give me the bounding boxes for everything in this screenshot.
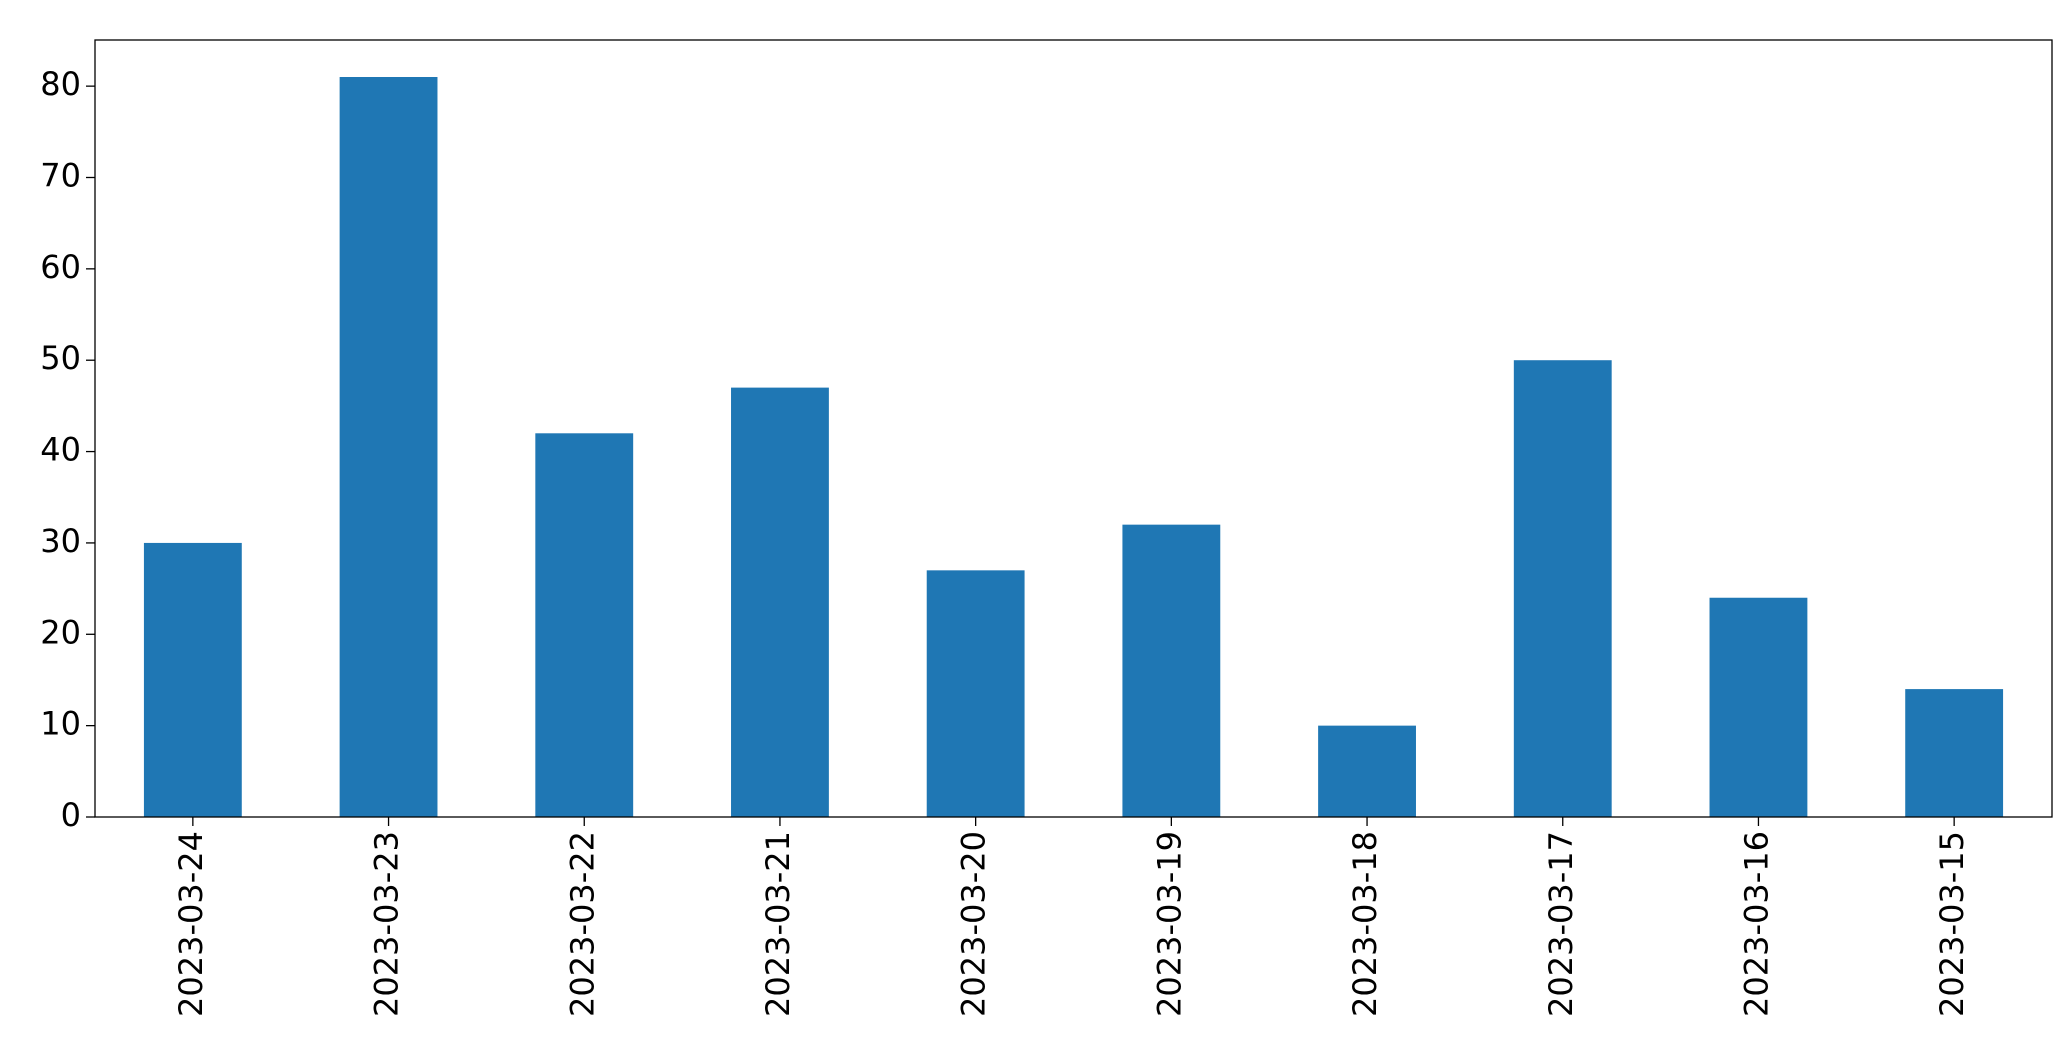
x-tick-label: 2023-03-22 <box>563 831 601 1017</box>
bar <box>1513 360 1612 817</box>
y-tick-label: 10 <box>40 705 81 743</box>
bar <box>1709 597 1808 817</box>
y-tick-label: 20 <box>40 613 81 651</box>
x-tick-label: 2023-03-20 <box>955 831 993 1017</box>
bar <box>731 387 829 817</box>
bar <box>143 542 242 817</box>
x-tick-label: 2023-03-16 <box>1737 831 1775 1017</box>
bar <box>535 433 634 817</box>
bar <box>339 77 438 817</box>
x-tick-label: 2023-03-15 <box>1933 831 1971 1017</box>
y-tick-label: 30 <box>40 522 81 560</box>
y-tick-label: 40 <box>40 431 81 469</box>
plot-frame <box>94 39 2053 818</box>
y-tick-label: 80 <box>40 65 81 103</box>
bar <box>1905 689 2004 817</box>
y-tick-label: 50 <box>40 339 81 377</box>
x-tick-label: 2023-03-24 <box>172 831 210 1017</box>
x-tick-label: 2023-03-23 <box>368 831 406 1017</box>
x-tick-label: 2023-03-18 <box>1346 831 1384 1017</box>
x-tick-label: 2023-03-19 <box>1150 831 1188 1017</box>
bar <box>1122 524 1221 817</box>
y-tick-label: 70 <box>40 156 81 194</box>
x-tick-label: 2023-03-21 <box>759 831 797 1017</box>
bar <box>1318 725 1416 817</box>
y-tick-label: 60 <box>40 248 81 286</box>
bar <box>926 570 1025 817</box>
y-tick-label: 0 <box>61 796 81 834</box>
x-tick-label: 2023-03-17 <box>1542 831 1580 1017</box>
